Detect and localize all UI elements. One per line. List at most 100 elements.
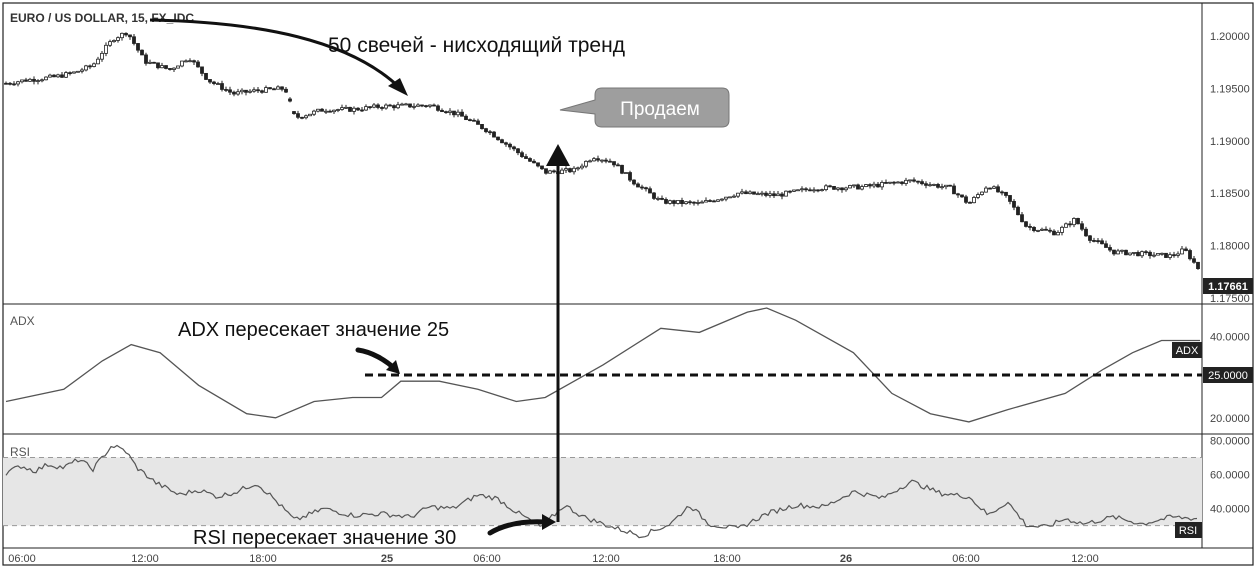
candle-body <box>948 184 952 187</box>
candle-body <box>1080 223 1084 230</box>
candle-body <box>120 32 124 39</box>
adx-series-label-bg <box>1172 342 1202 358</box>
candle-body <box>812 189 816 192</box>
candle-body <box>708 200 712 202</box>
candle-body <box>72 71 76 74</box>
candle-body <box>1092 240 1096 242</box>
candle-body <box>400 103 404 106</box>
candle-body <box>496 136 500 141</box>
candle-body <box>888 181 892 184</box>
candle-body <box>868 184 872 187</box>
candle-body <box>272 88 276 91</box>
candle-body <box>116 37 120 41</box>
candle-body <box>1136 252 1140 257</box>
candle-body <box>784 190 788 197</box>
candle-body <box>440 109 444 113</box>
candle-body <box>456 111 460 116</box>
candle-body <box>936 184 940 188</box>
candle-body <box>1096 240 1100 243</box>
candle-body <box>464 115 468 121</box>
candle-body <box>256 89 260 92</box>
candle-body <box>444 111 448 114</box>
candle-body <box>204 72 208 80</box>
rsi-series-label-bg <box>1175 522 1202 538</box>
candle-body <box>416 104 420 107</box>
candle-body <box>788 190 792 193</box>
candle-body <box>136 43 140 51</box>
candle-body <box>820 189 824 192</box>
candle-body <box>292 111 296 115</box>
trend-annotation: 50 свечей - нисходящий тренд <box>328 34 625 57</box>
candle-body <box>988 187 992 190</box>
candle-body <box>1028 226 1032 228</box>
candle-body <box>240 89 244 93</box>
price-y-tick: 1.19500 <box>1210 84 1250 96</box>
adx-y-tick: 20.0000 <box>1210 413 1250 425</box>
candle-body <box>1020 214 1024 223</box>
candle-body <box>852 184 856 187</box>
candle-body <box>652 192 656 199</box>
candle-body <box>912 179 916 182</box>
candle-body <box>268 87 272 90</box>
candle-body <box>840 187 844 191</box>
time-tick: 12:00 <box>131 553 159 565</box>
candle-body <box>800 188 804 191</box>
adx-level-label-bg <box>1203 367 1253 383</box>
candle-body <box>660 197 664 200</box>
candle-body <box>932 184 936 186</box>
candle-body <box>592 158 596 162</box>
candle-body <box>640 186 644 189</box>
candle-body <box>736 192 740 197</box>
candle-body <box>716 199 720 202</box>
candle-body <box>180 60 184 67</box>
candle-body <box>360 109 364 112</box>
candle-body <box>792 189 796 192</box>
candle-body <box>776 193 780 197</box>
candle-body <box>952 185 956 195</box>
candle-body <box>796 189 800 192</box>
candle-body <box>36 80 40 82</box>
candle-body <box>1120 249 1124 252</box>
candle-body <box>1004 191 1008 196</box>
candle-body <box>288 98 292 102</box>
time-tick: 18:00 <box>249 553 277 565</box>
rsi-cross-annotation: RSI пересекает значение 30 <box>193 527 456 549</box>
rsi-cross-arrow <box>487 519 548 536</box>
candle-body <box>744 191 748 195</box>
candle-body <box>764 192 768 196</box>
candle-body <box>188 60 192 63</box>
candle-body <box>1100 240 1104 245</box>
candle-body <box>1156 253 1160 256</box>
candle-body <box>604 159 608 162</box>
candlestick-series <box>4 32 1200 270</box>
candle-body <box>428 104 432 107</box>
candle-body <box>1104 243 1108 248</box>
time-tick: 06:00 <box>952 553 980 565</box>
candle-body <box>340 107 344 110</box>
rsi-line <box>5 444 1198 539</box>
candle-body <box>668 200 672 204</box>
candle-body <box>924 183 928 186</box>
candle-body <box>1132 252 1136 254</box>
candle-body <box>696 202 700 204</box>
candle-body <box>984 187 988 193</box>
candle-body <box>684 201 688 205</box>
candle-body <box>544 168 548 174</box>
candle-body <box>1084 228 1088 237</box>
adx-series <box>5 307 1200 423</box>
adx-level-label: 25.0000 <box>1208 370 1248 382</box>
candle-body <box>644 187 648 190</box>
candle-body <box>384 104 388 109</box>
candle-body <box>700 201 704 204</box>
candle-body <box>1108 247 1112 251</box>
price-y-tick: 1.18000 <box>1210 241 1250 253</box>
adx-panel-title: ADX <box>10 314 35 328</box>
candle-body <box>1168 254 1172 258</box>
candle-body <box>576 167 580 170</box>
candle-body <box>860 186 864 190</box>
candle-body <box>312 110 316 115</box>
candle-body <box>392 105 396 109</box>
candle-body <box>308 113 312 117</box>
candle-body <box>372 104 376 108</box>
candle-body <box>828 185 832 188</box>
